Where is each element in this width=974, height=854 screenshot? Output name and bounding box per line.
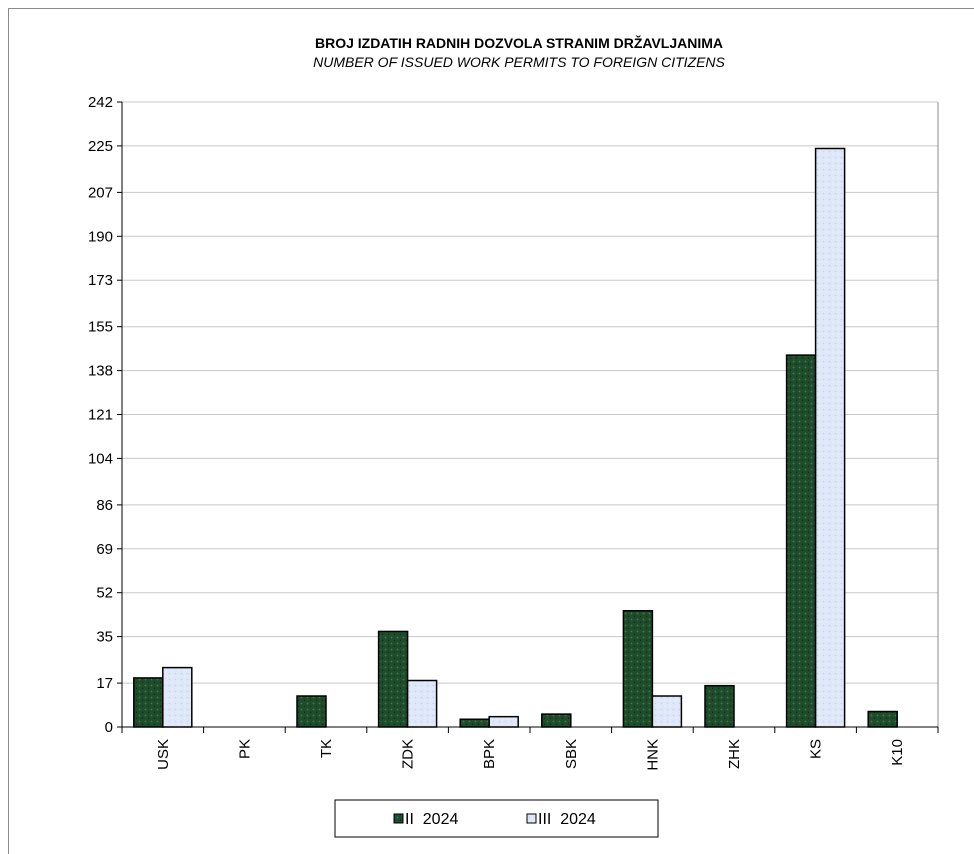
y-tick-label: 138 [88,363,113,380]
bar-bpk-series-2 [488,715,519,728]
y-tick-label: 104 [88,450,113,467]
x-axis-ticks: USK PK TK ZDK BPK SBK HNK ZHK KS K10 [121,727,939,771]
bar-zdk-series-2 [406,679,438,728]
x-tick-label: BPK [481,739,498,769]
y-tick-label: 207 [88,184,113,201]
bar-hnk-series-2 [651,695,683,728]
bar-bpk-series-1 [459,718,490,728]
chart-frame [8,8,974,854]
bar-usk-series-2 [162,666,193,728]
x-tick-label: PK [236,739,253,759]
y-tick-label: 52 [96,585,113,602]
bar-ks-series-2 [814,147,846,728]
chart-subtitle: NUMBER OF ISSUED WORK PERMITS TO FOREIGN… [313,54,725,70]
legend-box [334,799,659,838]
legend: II 2024 III 2024 [334,799,659,838]
x-tick-label: HNK [644,739,661,771]
y-axis-ticks: 0 17 35 52 69 86 104 121 138 155 173 190 207 225 242 [88,94,122,736]
x-tick-label: KS [808,739,825,759]
y-tick-label: 17 [96,675,113,692]
chart-title: BROJ IZDATIH RADNIH DOZVOLA STRANIM DRŽA… [315,34,723,51]
y-tick-label: 121 [88,407,113,424]
bar-ks-series-1 [785,354,817,728]
y-tick-label: 225 [88,138,113,155]
x-tick-label: USK [155,739,172,770]
y-tick-label: 173 [88,272,113,289]
bars [133,147,898,728]
bar-sbk-series-1 [541,713,572,728]
bar-tk-series-1 [296,695,327,728]
y-tick-label: 190 [88,228,113,245]
bar-zhk-series-1 [704,684,735,728]
legend-swatch-ii-2024 [393,813,404,824]
y-tick-label: 35 [96,629,113,646]
y-tick-label: 69 [96,541,113,558]
bar-zdk-series-1 [377,630,409,728]
y-tick-label: 86 [96,497,113,514]
legend-label-ii-2024: II 2024 [405,811,458,828]
x-tick-label: SBK [563,739,580,769]
x-tick-label: ZDK [400,739,417,769]
bar-usk-series-1 [133,677,164,728]
legend-swatch-iii-2024 [526,813,537,824]
y-tick-label: 155 [88,319,113,336]
bar-k10-series-1 [867,710,898,728]
y-tick-label: 242 [88,94,113,111]
legend-label-iii-2024: III 2024 [538,811,596,828]
y-tick-label: 0 [105,719,113,736]
x-tick-label: ZHK [726,739,743,769]
bar-hnk-series-1 [622,610,654,728]
axes [121,101,939,728]
x-tick-label: K10 [889,739,906,766]
x-tick-label: TK [318,739,335,758]
